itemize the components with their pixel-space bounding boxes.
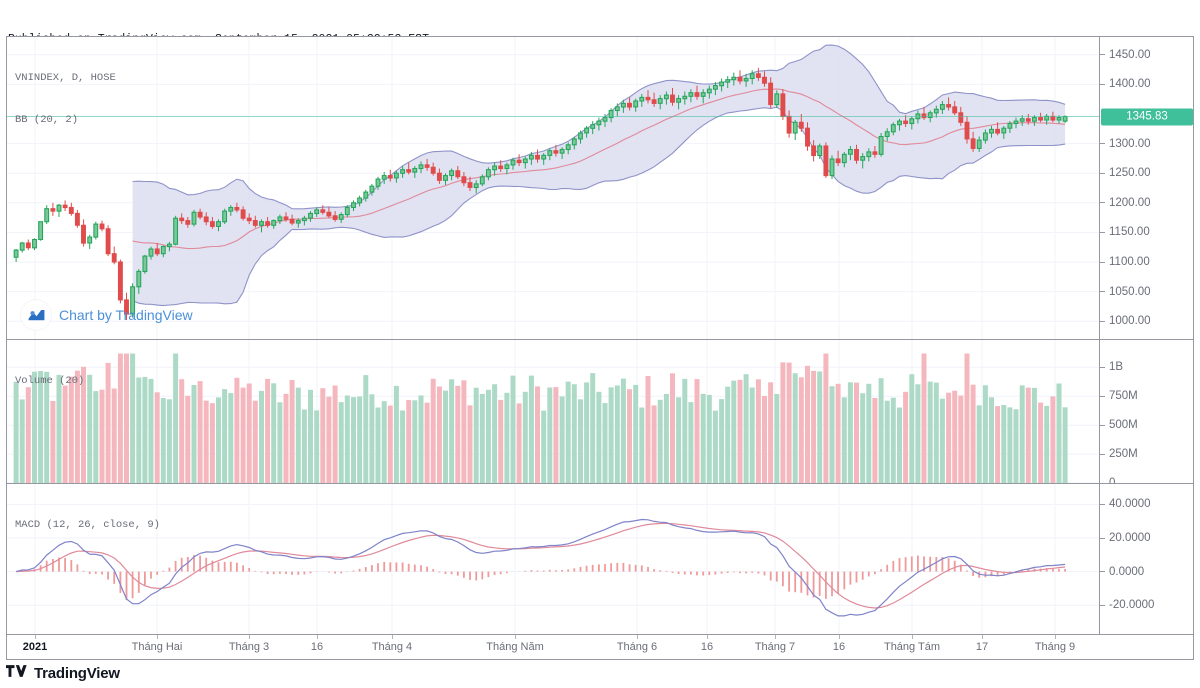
macd-chart-svg [7, 484, 1099, 634]
price-axis[interactable]: 1450.00 1400.00 1300.00 1250.00 1200.00 1150.… [1099, 37, 1193, 339]
time-axis-tick [637, 635, 638, 639]
time-axis-tick [317, 635, 318, 639]
pane-divider-macd-time [7, 634, 1193, 635]
time-axis-label: Tháng Tám [883, 641, 941, 653]
volume-axis-tick: 750M [1100, 390, 1138, 402]
macd-axis[interactable]: 40.0000 20.0000 0.0000 -20.0000 [1099, 484, 1193, 634]
macd-axis-tick: 0.0000 [1100, 566, 1144, 578]
time-axis-label: Tháng 7 [754, 641, 796, 653]
time-axis-tick [157, 635, 158, 639]
time-axis-tick [392, 635, 393, 639]
price-pane: VNINDEX, D, HOSE BB (20, 2) Chart by Tra… [7, 37, 1193, 339]
macd-axis-tick: 20.0000 [1100, 532, 1151, 544]
time-axis-tick [912, 635, 913, 639]
volume-pane: Volume (20) 1B 750M 500M 250M 0 [7, 340, 1193, 483]
volume-axis-tick: 250M [1100, 448, 1138, 460]
time-axis-label: Tháng 9 [1034, 641, 1076, 653]
volume-axis[interactable]: 1B 750M 500M 250M 0 [1099, 340, 1193, 483]
price-axis-tick: 1400.00 [1100, 78, 1151, 90]
time-axis-label: Tháng 3 [228, 641, 270, 653]
macd-plot[interactable] [7, 484, 1099, 634]
price-axis-tick: 1150.00 [1100, 226, 1150, 238]
time-axis-tick [515, 635, 516, 639]
time-axis-label: Tháng Hai [131, 641, 183, 653]
chart-frame: VNINDEX, D, HOSE BB (20, 2) Chart by Tra… [6, 36, 1194, 660]
time-axis-label: Tháng 6 [616, 641, 658, 653]
last-price-badge: 1345.83 [1101, 108, 1193, 125]
time-axis-label: Tháng Năm [486, 641, 544, 653]
price-axis-tick: 1050.00 [1100, 286, 1151, 298]
pane-divider-volume-macd [7, 483, 1193, 484]
price-axis-tick: 1250.00 [1100, 167, 1151, 179]
price-axis-tick: 1300.00 [1100, 138, 1151, 150]
time-axis-tick [249, 635, 250, 639]
time-axis-tick [35, 635, 36, 639]
footer-brand-label: TradingView [34, 665, 120, 682]
macd-pane: MACD (12, 26, close, 9) 40.0000 20.0000 0.… [7, 484, 1193, 634]
time-axis[interactable]: 2021 Tháng Hai Tháng 3 16 Tháng 4 Tháng Năm Th… [7, 635, 1193, 659]
footer-branding: TradingView [6, 664, 120, 683]
time-axis-tick [982, 635, 983, 639]
time-axis-label: 16 [832, 641, 846, 653]
time-axis-tick [839, 635, 840, 639]
volume-axis-tick: 1B [1100, 361, 1123, 373]
volume-plot[interactable] [7, 340, 1099, 483]
price-plot[interactable] [7, 37, 1099, 339]
time-axis-label: 16 [700, 641, 714, 653]
time-axis-tick [775, 635, 776, 639]
time-axis-tick [707, 635, 708, 639]
price-axis-tick: 1000.00 [1100, 315, 1151, 327]
price-chart-svg [7, 37, 1099, 339]
macd-axis-tick: 40.0000 [1100, 498, 1151, 510]
time-axis-label: 17 [975, 641, 989, 653]
time-axis-label: Tháng 4 [371, 641, 413, 653]
tradingview-mark-icon [6, 664, 28, 683]
pane-divider-price-volume [7, 339, 1193, 340]
volume-chart-svg [7, 340, 1099, 483]
volume-axis-tick: 500M [1100, 419, 1138, 431]
price-axis-tick: 1450.00 [1100, 49, 1151, 61]
time-axis-label: 2021 [22, 641, 48, 653]
time-axis-label: 16 [310, 641, 324, 653]
price-axis-tick: 1100.00 [1100, 256, 1150, 268]
time-axis-tick [1055, 635, 1056, 639]
price-axis-tick: 1200.00 [1100, 197, 1151, 209]
volume-axis-tick: 0 [1100, 477, 1115, 483]
macd-axis-tick: -20.0000 [1100, 599, 1154, 611]
